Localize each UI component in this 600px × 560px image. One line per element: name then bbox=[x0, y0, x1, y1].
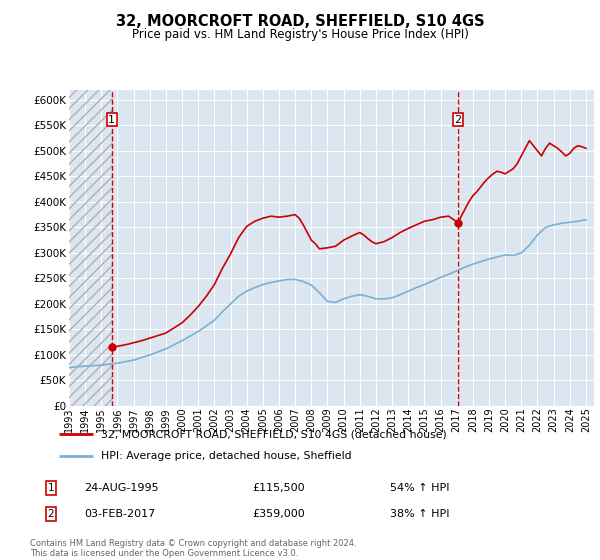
Text: 2: 2 bbox=[455, 115, 462, 125]
Text: 03-FEB-2017: 03-FEB-2017 bbox=[84, 509, 155, 519]
Text: 1: 1 bbox=[109, 115, 115, 125]
Text: £359,000: £359,000 bbox=[252, 509, 305, 519]
Text: 2: 2 bbox=[47, 509, 55, 519]
Text: £115,500: £115,500 bbox=[252, 483, 305, 493]
Text: 24-AUG-1995: 24-AUG-1995 bbox=[84, 483, 158, 493]
Text: 54% ↑ HPI: 54% ↑ HPI bbox=[390, 483, 449, 493]
Text: Price paid vs. HM Land Registry's House Price Index (HPI): Price paid vs. HM Land Registry's House … bbox=[131, 28, 469, 41]
Bar bbox=[69, 90, 112, 406]
Text: 32, MOORCROFT ROAD, SHEFFIELD, S10 4GS: 32, MOORCROFT ROAD, SHEFFIELD, S10 4GS bbox=[116, 14, 484, 29]
Text: 1: 1 bbox=[47, 483, 55, 493]
Text: HPI: Average price, detached house, Sheffield: HPI: Average price, detached house, Shef… bbox=[101, 451, 352, 461]
Text: 38% ↑ HPI: 38% ↑ HPI bbox=[390, 509, 449, 519]
Text: 32, MOORCROFT ROAD, SHEFFIELD, S10 4GS (detached house): 32, MOORCROFT ROAD, SHEFFIELD, S10 4GS (… bbox=[101, 430, 446, 440]
Text: Contains HM Land Registry data © Crown copyright and database right 2024.
This d: Contains HM Land Registry data © Crown c… bbox=[30, 539, 356, 558]
